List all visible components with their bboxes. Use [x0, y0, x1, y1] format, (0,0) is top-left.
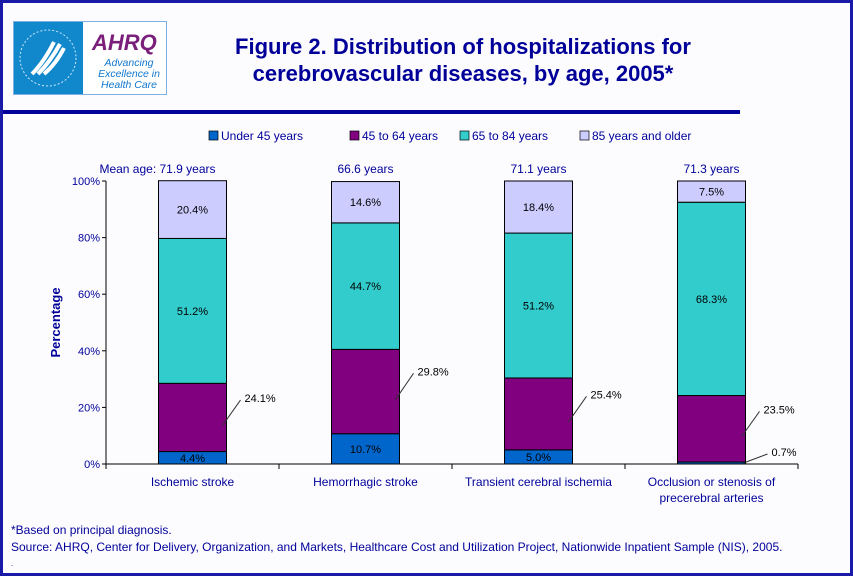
- bar-segment: [158, 237, 227, 384]
- category-label: Occlusion or stenosis of: [648, 475, 776, 489]
- source-note: Source: AHRQ, Center for Delivery, Organ…: [11, 540, 783, 554]
- page-title: Figure 2. Distribution of hospitalizatio…: [235, 34, 691, 86]
- mean-age-label: 66.6 years: [337, 162, 393, 176]
- legend-label: 45 to 64 years: [362, 129, 438, 143]
- bar-segment: [158, 180, 227, 239]
- y-tick-label: 20%: [78, 402, 100, 414]
- leader-line: [568, 396, 587, 423]
- data-label: 29.8%: [418, 366, 449, 378]
- category-label: Ischemic stroke: [151, 475, 235, 489]
- category-label: Hemorrhagic stroke: [313, 475, 418, 489]
- data-label: 44.7%: [350, 281, 381, 293]
- data-label: 51.2%: [177, 306, 208, 318]
- stacked-bar-chart: 0% 20% 40% 60% 80% 100% Percentage Under 45 yea…: [48, 129, 799, 505]
- y-tick-label: 80%: [78, 233, 100, 245]
- legend-swatch: [459, 130, 470, 141]
- data-label: 14.6%: [350, 197, 381, 209]
- legend-label: 85 years and older: [592, 129, 691, 143]
- leader-line: [395, 373, 414, 400]
- mean-age-label: 71.1 years: [510, 162, 566, 176]
- bar-segment: [331, 348, 400, 435]
- bar-segment: [504, 232, 573, 379]
- y-tick-label: 40%: [78, 346, 100, 358]
- data-label: 18.4%: [523, 202, 554, 214]
- bar-segment: [677, 395, 746, 463]
- category-label: Transient cerebral ischemia: [465, 475, 612, 489]
- data-label: 7.5%: [699, 187, 724, 199]
- data-label: 20.4%: [177, 205, 208, 217]
- y-axis-label: Percentage: [48, 287, 63, 357]
- bar-segment: [331, 181, 400, 224]
- ahrq-tagline: Advancing Excellence in Health Care: [98, 57, 160, 91]
- mean-age-label: Mean age: 71.9 years: [99, 162, 215, 176]
- bar-segment: [677, 180, 746, 203]
- footnote-dot: .: [11, 559, 14, 568]
- footnote: *Based on principal diagnosis.: [11, 523, 172, 537]
- leader-line: [222, 399, 241, 426]
- ahrq-logo: AHRQ Advancing Excellence in Health Care: [13, 21, 167, 95]
- y-tick-label: 100%: [72, 176, 100, 188]
- data-label: 68.3%: [696, 294, 727, 306]
- data-label: 0.7%: [772, 447, 797, 459]
- data-label: 25.4%: [591, 389, 622, 401]
- legend-swatch: [579, 130, 590, 141]
- bar-segment: [158, 382, 227, 453]
- bar-segment: [677, 201, 746, 397]
- bar-segment: [504, 377, 573, 451]
- bar-segment: [331, 433, 400, 465]
- mean-age-label: 71.3 years: [683, 162, 739, 176]
- data-label: 23.5%: [764, 404, 795, 416]
- bar-segment: [331, 222, 400, 350]
- y-tick-label: 0%: [84, 459, 100, 471]
- ahrq-wordmark: AHRQ: [92, 30, 157, 55]
- legend-swatch: [349, 130, 360, 141]
- data-label: 24.1%: [245, 393, 276, 405]
- legend-swatch: [208, 130, 219, 141]
- data-label: 51.2%: [523, 301, 554, 313]
- y-tick-label: 60%: [78, 289, 100, 301]
- bar-segment: [504, 180, 573, 234]
- data-label: 4.4%: [180, 453, 205, 465]
- hhs-eagle-icon: [14, 22, 83, 94]
- category-label: precerebral arteries: [659, 491, 763, 505]
- legend-label: 65 to 84 years: [472, 129, 548, 143]
- data-label: 5.0%: [526, 452, 551, 464]
- title-divider: [3, 110, 740, 114]
- legend-label: Under 45 years: [221, 129, 303, 143]
- leader-line: [741, 411, 760, 438]
- data-label: 10.7%: [350, 444, 381, 456]
- leader-line: [743, 453, 768, 464]
